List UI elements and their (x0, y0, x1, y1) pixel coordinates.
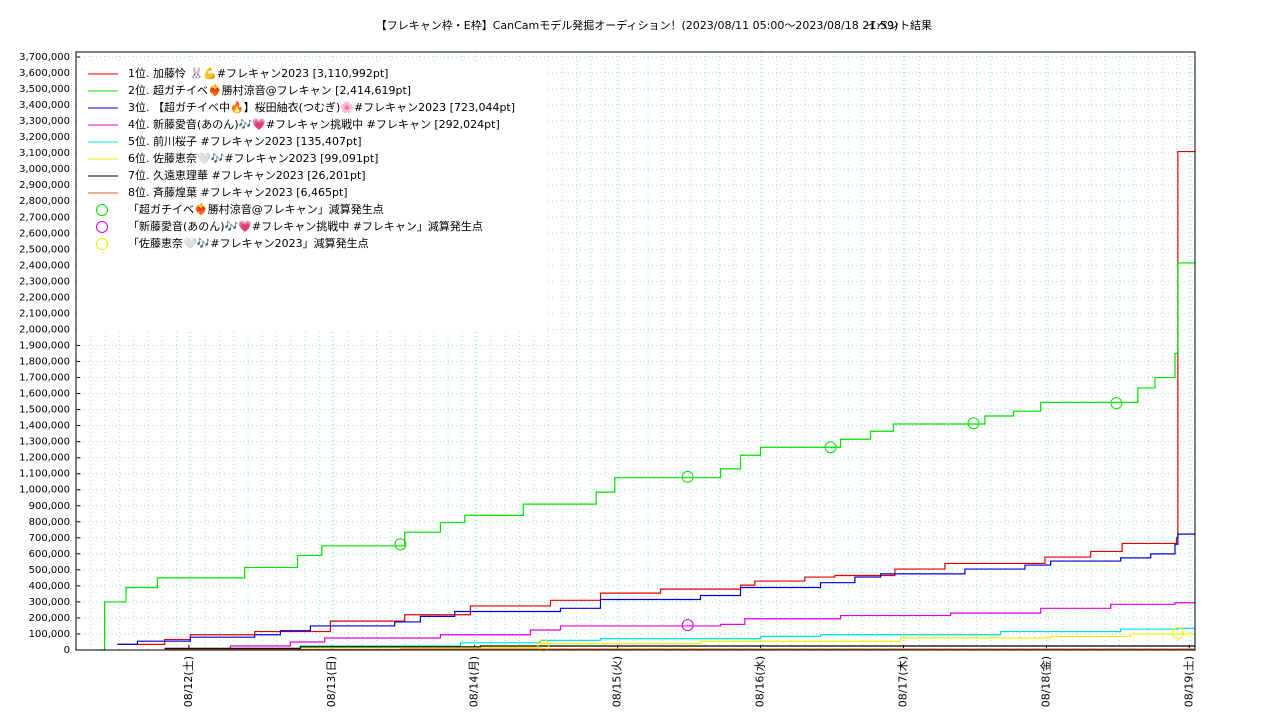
series-line (164, 648, 1196, 651)
marker (537, 639, 550, 652)
y-tick-label: 2,600,000 (19, 228, 70, 239)
y-tick-label: 400,000 (29, 581, 70, 592)
series-line (300, 633, 1196, 649)
legend-marker (96, 238, 108, 250)
y-tick-label: 1,600,000 (19, 389, 70, 400)
legend-label: 6位. 佐藤恵奈🤍🎶#フレキャン2023 [99,091pt] (128, 151, 378, 165)
legend-label: 4位. 新藤愛音(あのん)🎶💗#フレキャン挑戦中 #フレキャン [292,024… (128, 117, 500, 131)
y-tick-label: 1,900,000 (19, 340, 70, 351)
series-line (117, 533, 1196, 645)
x-tick-label: 08/19(土) (1182, 656, 1195, 707)
legend-label: 5位. 前川桜子 #フレキャン2023 [135,407pt] (128, 134, 362, 148)
legend: 1位. 加藤怜 🐰💪#フレキャン2023 [3,110,992pt] 2位. 超ガ… (77, 62, 548, 330)
grid (76, 52, 1195, 651)
y-tick-label: 1,100,000 (19, 469, 70, 480)
legend-marker (96, 204, 108, 216)
legend-label: 7位. 久遠恵理華 #フレキャン2023 [26,201pt] (128, 168, 366, 182)
x-tick-label: 08/14(月) (468, 656, 481, 707)
y-tick-label: 200,000 (29, 613, 70, 624)
y-tick-label: 500,000 (29, 565, 70, 576)
y-tick-label: 3,500,000 (19, 84, 70, 95)
y-tick-label: 3,600,000 (19, 68, 70, 79)
marker (394, 538, 407, 551)
legend-label: 「新藤愛音(あのん)🎶💗#フレキャン挑戦中 #フレキャン」減算発生点 (128, 219, 483, 233)
x-tick-label: 08/12(土) (182, 656, 195, 707)
series-line (164, 602, 1196, 650)
chart-subtitle: イベント結果 (866, 18, 932, 32)
marker (1110, 397, 1123, 410)
y-tick-label: 2,100,000 (19, 308, 70, 319)
y-tick-label: 100,000 (29, 629, 70, 640)
legend-label: 「佐藤恵奈🤍🎶#フレキャン2023」減算発生点 (128, 236, 369, 250)
legend-marker (96, 221, 108, 233)
y-tick-label: 1,800,000 (19, 357, 70, 368)
y-tick-label: 1,200,000 (19, 453, 70, 464)
x-tick-label: 08/15(火) (611, 656, 624, 707)
legend-label: 1位. 加藤怜 🐰💪#フレキャン2023 [3,110,992pt] (128, 66, 388, 80)
legend-label: 2位. 超ガチイベ❤️‍🔥勝村涼音@フレキャン [2,414,619pt] (128, 83, 411, 97)
series-line (97, 262, 1196, 651)
y-tick-label: 1,500,000 (19, 405, 70, 416)
y-tick-label: 800,000 (29, 517, 70, 528)
x-tick-label: 08/17(木) (896, 656, 909, 707)
legend-label: 8位. 斉藤煌葉 #フレキャン2023 [6,465pt] (128, 185, 348, 199)
y-tick-label: 1,000,000 (19, 485, 70, 496)
y-tick-label: 3,100,000 (19, 148, 70, 159)
y-tick-label: 700,000 (29, 533, 70, 544)
marker (824, 441, 837, 454)
marker (681, 470, 694, 483)
x-tick-label: 08/13(日) (325, 656, 338, 707)
y-tick-label: 900,000 (29, 501, 70, 512)
y-tick-label: 0 (64, 645, 70, 656)
marker (1171, 627, 1184, 640)
marker (967, 417, 980, 430)
y-tick-label: 2,500,000 (19, 244, 70, 255)
marker (681, 619, 694, 632)
legend-label: 「超ガチイベ❤️‍🔥勝村涼音@フレキャン」減算発生点 (128, 202, 384, 216)
y-tick-label: 1,700,000 (19, 373, 70, 384)
y-tick-label: 3,200,000 (19, 132, 70, 143)
y-tick-label: 1,400,000 (19, 421, 70, 432)
y-tick-label: 3,000,000 (19, 164, 70, 175)
y-tick-label: 600,000 (29, 549, 70, 560)
x-tick-label: 08/18(金) (1038, 656, 1052, 707)
plot-frame (75, 51, 1196, 651)
y-tick-label: 2,400,000 (19, 260, 70, 271)
legend-box (77, 62, 548, 330)
x-tick-label: 08/16(水) (754, 656, 767, 707)
y-tick-label: 2,900,000 (19, 180, 70, 191)
series-line (117, 150, 1196, 645)
chart-title: 【フレキャン枠・E枠】CanCamモデル発掘オーディション！(2023/08/1… (376, 18, 899, 32)
y-tick-label: 2,300,000 (19, 276, 70, 287)
y-tick-label: 3,700,000 (19, 52, 70, 63)
y-tick-label: 3,400,000 (19, 100, 70, 111)
series-line (164, 627, 1196, 650)
y-tick-label: 2,000,000 (19, 324, 70, 335)
legend-label: 3位. 【超ガチイベ中🔥】桜田紬衣(つむぎ)🌸#フレキャン2023 [723,0… (128, 100, 515, 114)
y-tick-label: 1,300,000 (19, 437, 70, 448)
y-tick-label: 2,800,000 (19, 196, 70, 207)
y-tick-label: 300,000 (29, 597, 70, 608)
y-tick-label: 2,700,000 (19, 212, 70, 223)
y-tick-label: 3,300,000 (19, 116, 70, 127)
y-tick-label: 2,200,000 (19, 292, 70, 303)
